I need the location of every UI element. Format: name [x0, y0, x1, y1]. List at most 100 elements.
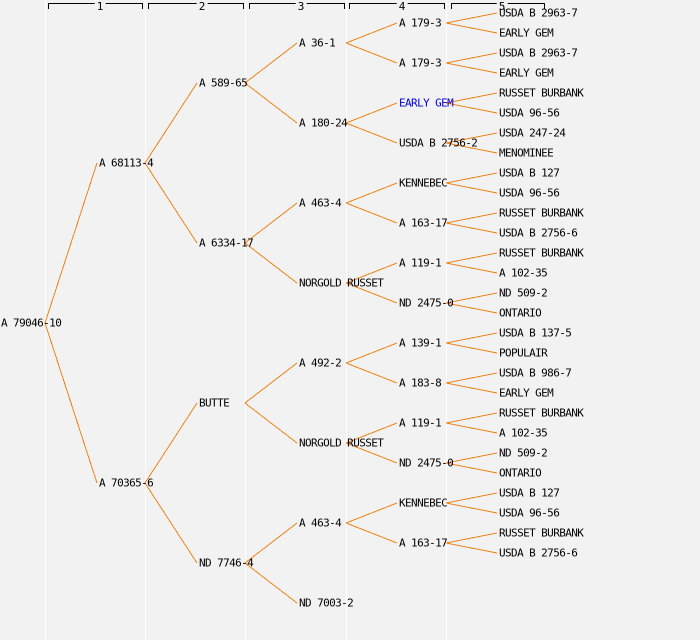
pedigree-line	[445, 542, 498, 554]
tree-node-a-163-17[interactable]: A 163-17	[399, 216, 448, 230]
tree-node-usda-96-56[interactable]: USDA 96-56	[499, 506, 560, 520]
tree-node-a-463-4[interactable]: A 463-4	[299, 516, 342, 530]
tree-node-nd-2475-0[interactable]: ND 2475-0	[399, 456, 454, 470]
tree-node-butte[interactable]: BUTTE	[199, 396, 230, 410]
tree-node-usda-b-127[interactable]: USDA B 127	[499, 486, 560, 500]
pedigree-line	[445, 252, 498, 264]
generation-bracket-tick	[344, 3, 345, 9]
tree-node-early-gem[interactable]: EARLY GEM	[399, 96, 454, 110]
pedigree-line	[345, 42, 398, 64]
pedigree-line	[345, 22, 398, 44]
pedigree-line	[445, 222, 498, 234]
pedigree-line	[445, 22, 498, 34]
pedigree-line	[144, 402, 198, 484]
tree-node-a-179-3[interactable]: A 179-3	[399, 56, 442, 70]
tree-node-russet-burbank[interactable]: RUSSET BURBANK	[499, 86, 584, 100]
pedigree-line	[445, 182, 498, 194]
pedigree-line	[445, 142, 498, 154]
tree-node-russet-burbank[interactable]: RUSSET BURBANK	[499, 406, 584, 420]
tree-node-a-139-1[interactable]: A 139-1	[399, 336, 442, 350]
generation-number-2: 2	[196, 0, 208, 13]
generation-bracket-tick	[142, 3, 143, 9]
tree-node-russet-burbank[interactable]: RUSSET BURBANK	[499, 526, 584, 540]
tree-node-populair[interactable]: POPULAIR	[499, 346, 548, 360]
tree-node-early-gem[interactable]: EARLY GEM	[499, 66, 554, 80]
pedigree-line	[244, 202, 298, 244]
tree-node-norgold-russet[interactable]: NORGOLD RUSSET	[299, 436, 384, 450]
tree-node-a-79046-10[interactable]: A 79046-10	[1, 316, 62, 330]
tree-node-early-gem[interactable]: EARLY GEM	[499, 386, 554, 400]
tree-node-russet-burbank[interactable]: RUSSET BURBANK	[499, 206, 584, 220]
tree-node-a-179-3[interactable]: A 179-3	[399, 16, 442, 30]
pedigree-line	[345, 282, 398, 304]
generation-bracket-tick	[544, 3, 545, 9]
pedigree-line	[345, 202, 398, 224]
tree-node-nd-7746-4[interactable]: ND 7746-4	[199, 556, 254, 570]
tree-node-usda-247-24[interactable]: USDA 247-24	[499, 126, 566, 140]
pedigree-line	[445, 262, 498, 274]
tree-node-usda-b-986-7[interactable]: USDA B 986-7	[499, 366, 572, 380]
generation-bracket	[148, 3, 244, 4]
tree-node-norgold-russet[interactable]: NORGOLD RUSSET	[299, 276, 384, 290]
pedigree-line	[244, 242, 298, 284]
pedigree-line	[144, 162, 198, 244]
tree-node-a-119-1[interactable]: A 119-1	[399, 256, 442, 270]
pedigree-line	[144, 82, 198, 164]
pedigree-line	[445, 102, 498, 114]
generation-number-3: 3	[295, 0, 307, 13]
tree-node-usda-96-56[interactable]: USDA 96-56	[499, 186, 560, 200]
pedigree-line	[445, 372, 498, 384]
pedigree-line	[445, 172, 498, 184]
pedigree-line	[445, 292, 498, 304]
tree-node-a-492-2[interactable]: A 492-2	[299, 356, 342, 370]
tree-node-nd-2475-0[interactable]: ND 2475-0	[399, 296, 454, 310]
tree-node-ontario[interactable]: ONTARIO	[499, 466, 542, 480]
tree-node-a-68113-4[interactable]: A 68113-4	[99, 156, 154, 170]
tree-node-a-183-8[interactable]: A 183-8	[399, 376, 442, 390]
pedigree-line	[345, 522, 398, 544]
tree-node-russet-burbank[interactable]: RUSSET BURBANK	[499, 246, 584, 260]
tree-node-a-463-4[interactable]: A 463-4	[299, 196, 342, 210]
pedigree-line	[445, 12, 498, 24]
tree-node-ontario[interactable]: ONTARIO	[499, 306, 542, 320]
pedigree-line	[244, 562, 298, 604]
tree-node-a-6334-17[interactable]: A 6334-17	[199, 236, 254, 250]
tree-node-a-163-17[interactable]: A 163-17	[399, 536, 448, 550]
tree-node-usda-b-2756-6[interactable]: USDA B 2756-6	[499, 546, 578, 560]
pedigree-line	[445, 132, 498, 144]
pedigree-line	[445, 462, 498, 474]
tree-node-a-70365-6[interactable]: A 70365-6	[99, 476, 154, 490]
pedigree-line	[445, 502, 498, 514]
pedigree-line	[345, 342, 398, 364]
pedigree-line	[445, 302, 498, 314]
tree-node-a-102-35[interactable]: A 102-35	[499, 426, 548, 440]
tree-node-nd-7003-2[interactable]: ND 7003-2	[299, 596, 354, 610]
column-separator	[245, 0, 246, 640]
column-separator	[446, 0, 447, 640]
tree-node-a-119-1[interactable]: A 119-1	[399, 416, 442, 430]
tree-node-usda-b-2756-2[interactable]: USDA B 2756-2	[399, 136, 478, 150]
tree-node-a-36-1[interactable]: A 36-1	[299, 36, 336, 50]
pedigree-line	[244, 42, 298, 84]
tree-node-usda-b-2756-6[interactable]: USDA B 2756-6	[499, 226, 578, 240]
tree-node-a-102-35[interactable]: A 102-35	[499, 266, 548, 280]
tree-node-kennebec[interactable]: KENNEBEC	[399, 496, 448, 510]
tree-node-early-gem[interactable]: EARLY GEM	[499, 26, 554, 40]
tree-node-usda-96-56[interactable]: USDA 96-56	[499, 106, 560, 120]
tree-node-kennebec[interactable]: KENNEBEC	[399, 176, 448, 190]
tree-node-usda-b-2963-7[interactable]: USDA B 2963-7	[499, 46, 578, 60]
tree-node-a-589-65[interactable]: A 589-65	[199, 76, 248, 90]
tree-node-a-180-24[interactable]: A 180-24	[299, 116, 348, 130]
tree-node-usda-b-127[interactable]: USDA B 127	[499, 166, 560, 180]
generation-bracket-tick	[444, 3, 445, 9]
tree-node-usda-b-137-5[interactable]: USDA B 137-5	[499, 326, 572, 340]
tree-node-menominee[interactable]: MENOMINEE	[499, 146, 554, 160]
pedigree-line	[345, 442, 398, 464]
tree-node-nd-509-2[interactable]: ND 509-2	[499, 446, 548, 460]
tree-node-usda-b-2963-7[interactable]: USDA B 2963-7	[499, 6, 578, 20]
generation-bracket-tick	[349, 3, 350, 9]
tree-node-nd-509-2[interactable]: ND 509-2	[499, 286, 548, 300]
pedigree-line	[445, 532, 498, 544]
